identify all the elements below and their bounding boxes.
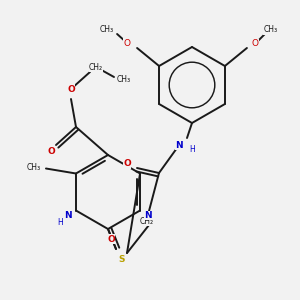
Text: O: O: [107, 235, 115, 244]
Text: S: S: [119, 254, 125, 263]
Text: H: H: [57, 218, 63, 227]
Text: CH₂: CH₂: [89, 62, 103, 71]
Text: O: O: [124, 38, 130, 47]
Text: O: O: [123, 160, 131, 169]
Text: CH₃: CH₃: [117, 74, 131, 83]
Text: O: O: [251, 40, 258, 49]
Text: N: N: [144, 211, 152, 220]
Text: CH₃: CH₃: [27, 163, 41, 172]
Text: CH₃: CH₃: [100, 26, 114, 34]
Text: O: O: [47, 148, 55, 157]
Text: N: N: [175, 140, 183, 149]
Text: H: H: [189, 146, 195, 154]
Text: CH₂: CH₂: [140, 217, 154, 226]
Text: CH₃: CH₃: [264, 26, 278, 34]
Text: O: O: [67, 85, 75, 94]
Text: N: N: [64, 211, 72, 220]
